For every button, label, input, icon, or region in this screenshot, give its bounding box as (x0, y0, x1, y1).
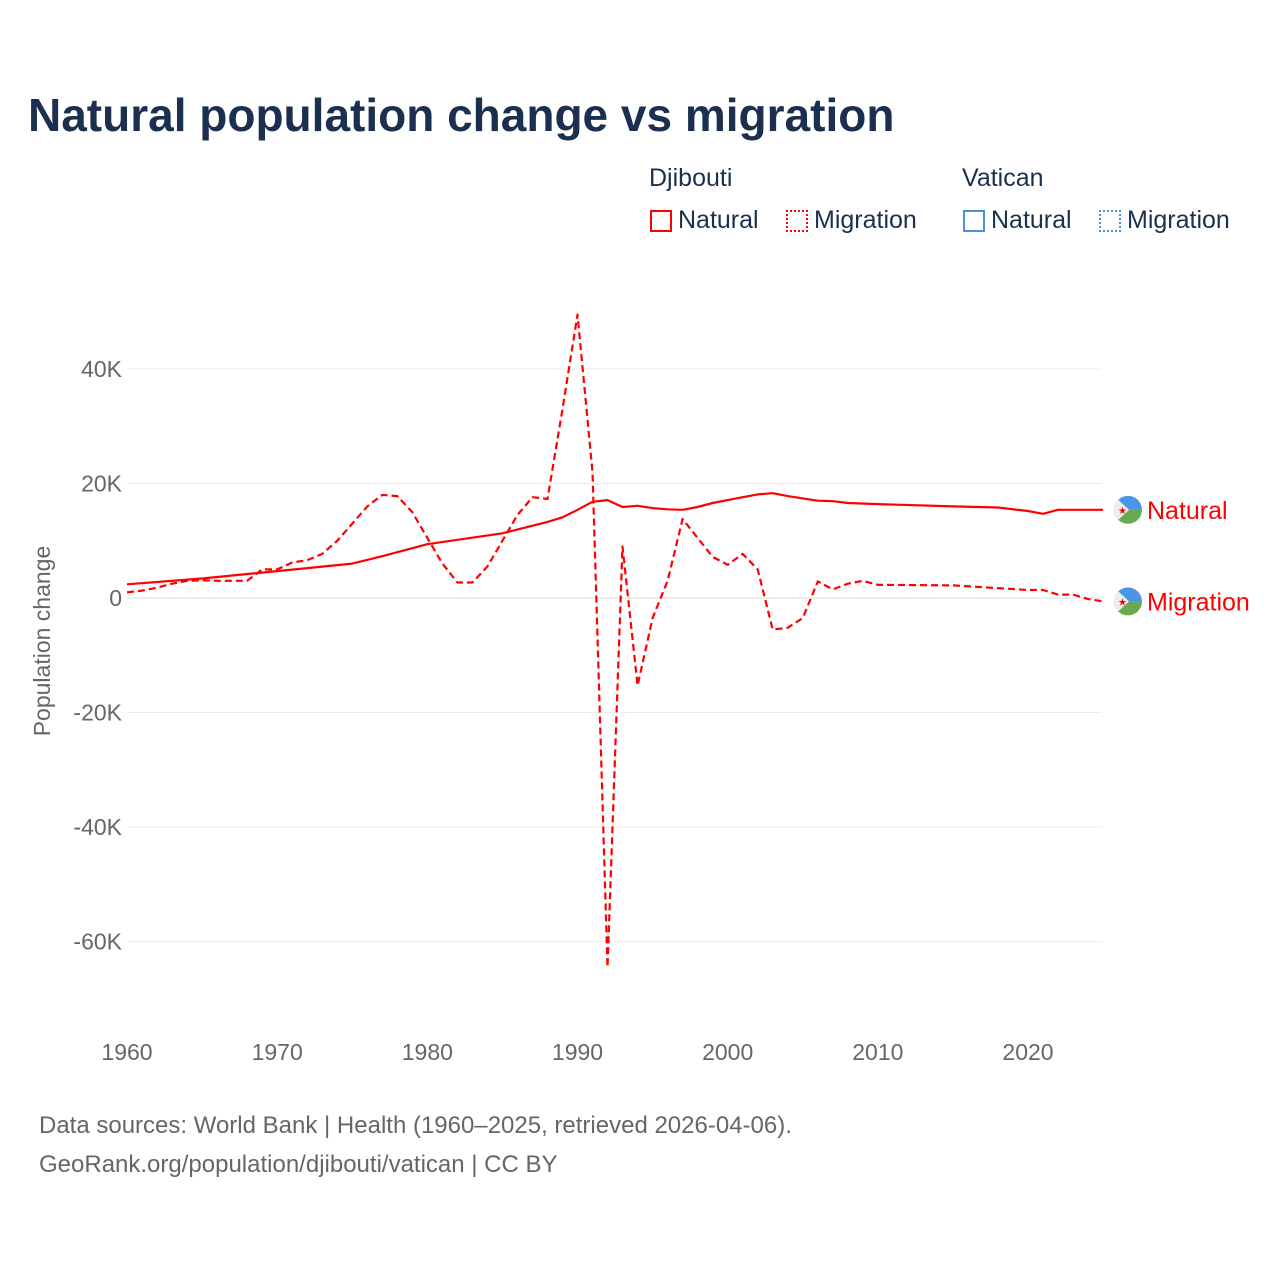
end-label-natural: Natural (1147, 497, 1228, 525)
source-link[interactable]: GeoRank.org/population/djibouti/vatican … (39, 1151, 558, 1178)
djibouti-flag-icon: ★ (1114, 495, 1142, 524)
legend-vatican-natural[interactable]: Natural (963, 206, 1072, 235)
x-tick-label: 1980 (402, 1039, 453, 1065)
natural-line (126, 492, 1104, 586)
footer: Data sources: World Bank | Health (1960–… (39, 1106, 792, 1184)
legend-label: Migration (1127, 206, 1230, 234)
y-tick-label: -20K (73, 700, 122, 726)
y-tick-label: 40K (81, 356, 123, 382)
legend-swatch-dotted (786, 209, 808, 232)
svg-text:★: ★ (1118, 506, 1127, 517)
svg-text:★: ★ (1118, 597, 1127, 608)
legend-label: Migration (814, 206, 917, 234)
legend-vatican-migration[interactable]: Migration (1099, 206, 1230, 235)
legend-swatch-solid (650, 209, 672, 232)
x-tick-label: 1960 (101, 1039, 152, 1065)
chart-title: Natural population change vs migration (28, 89, 895, 141)
x-tick-label: 1990 (552, 1039, 603, 1065)
y-tick-label: -60K (73, 929, 122, 955)
y-tick-label: 0 (109, 585, 122, 611)
end-label-migration: Migration (1147, 588, 1250, 616)
migration-line (126, 313, 1104, 969)
legend-swatch-dotted (1099, 209, 1121, 232)
x-tick-label: 2020 (1002, 1039, 1053, 1065)
legend-label: Natural (991, 206, 1072, 234)
legend-label: Natural (678, 206, 759, 234)
y-tick-label: 20K (81, 471, 123, 497)
legend-group-djibouti: Djibouti (649, 164, 733, 192)
y-tick-label: -40K (73, 814, 122, 840)
data-sources: Data sources: World Bank | Health (1960–… (39, 1112, 792, 1139)
x-tick-label: 2010 (852, 1039, 903, 1065)
legend-djibouti-migration[interactable]: Migration (786, 206, 917, 235)
legend-swatch-solid (963, 209, 985, 232)
x-tick-label: 1970 (252, 1039, 303, 1065)
x-tick-label: 2000 (702, 1039, 753, 1065)
djibouti-flag-icon: ★ (1114, 587, 1142, 616)
legend-djibouti-natural[interactable]: Natural (650, 206, 759, 235)
y-axis-label: Population change (29, 546, 55, 737)
legend-group-vatican: Vatican (962, 164, 1044, 192)
